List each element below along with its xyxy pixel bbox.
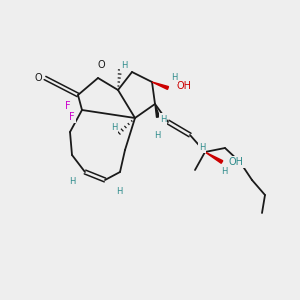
Polygon shape xyxy=(152,82,169,89)
Text: H: H xyxy=(154,130,160,140)
Text: F: F xyxy=(65,101,71,111)
Text: H: H xyxy=(221,167,227,176)
Text: H: H xyxy=(121,61,127,70)
Polygon shape xyxy=(155,104,160,117)
Text: H: H xyxy=(199,142,205,152)
Polygon shape xyxy=(205,152,223,163)
Text: H: H xyxy=(160,115,166,124)
Text: F: F xyxy=(69,112,75,122)
Text: H: H xyxy=(116,188,122,196)
Text: OH: OH xyxy=(176,81,191,91)
Text: H: H xyxy=(171,74,177,82)
Text: OH: OH xyxy=(229,157,244,167)
Text: H: H xyxy=(111,124,117,133)
Text: O: O xyxy=(97,60,105,70)
Text: O: O xyxy=(34,73,42,83)
Text: H: H xyxy=(69,178,75,187)
